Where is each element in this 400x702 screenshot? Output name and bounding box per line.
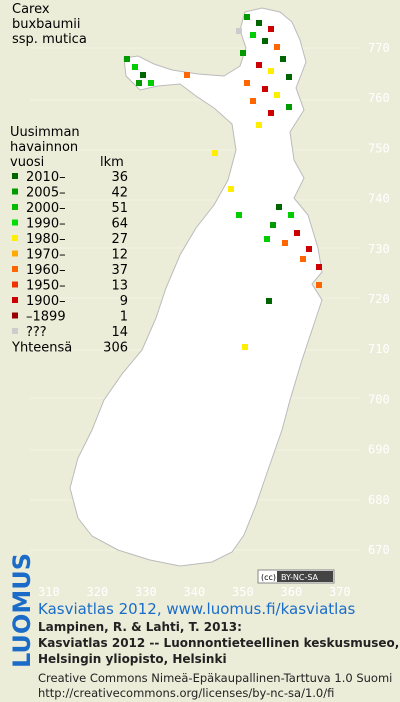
citation: Lampinen, R. & Lahti, T. 2013: bbox=[38, 620, 242, 634]
legend-swatch bbox=[12, 173, 18, 179]
y-label: 740 bbox=[368, 192, 390, 206]
y-label: 670 bbox=[368, 543, 390, 557]
legend-swatch bbox=[12, 312, 18, 319]
observation-squares bbox=[124, 14, 322, 350]
legend-label: –1899 bbox=[26, 310, 66, 325]
legend-label: 2010– bbox=[26, 170, 66, 185]
title-line: Carex bbox=[12, 2, 50, 17]
logo: LUOMUS bbox=[8, 553, 36, 668]
legend-label: 1950– bbox=[26, 279, 66, 294]
legend-swatch bbox=[12, 266, 18, 272]
y-label: 750 bbox=[368, 141, 390, 155]
x-label: 360 bbox=[281, 585, 303, 599]
citation: Helsingin yliopisto, Helsinki bbox=[38, 652, 227, 666]
legend-swatch bbox=[12, 235, 18, 241]
legend-label: 1960– bbox=[26, 263, 66, 278]
legend-swatch bbox=[12, 250, 18, 257]
legend-swatch bbox=[12, 204, 18, 210]
y-label: 720 bbox=[368, 292, 390, 306]
legend-heading: havainnon bbox=[10, 140, 78, 155]
y-label: 700 bbox=[368, 392, 390, 406]
footer-link[interactable]: Kasviatlas 2012, www.luomus.fi/kasviatla… bbox=[38, 600, 356, 618]
legend-label: ??? bbox=[26, 325, 47, 340]
legend-label: 1970– bbox=[26, 248, 66, 263]
legend-total: 306 bbox=[103, 341, 128, 356]
x-label: 370 bbox=[329, 585, 351, 599]
legend-label: 2005– bbox=[26, 186, 66, 201]
legend-count: 36 bbox=[111, 170, 128, 185]
legend-count: 9 bbox=[120, 294, 128, 309]
x-label: 340 bbox=[184, 585, 206, 599]
legend-column: lkm bbox=[100, 155, 124, 170]
legend-swatch bbox=[12, 328, 18, 334]
legend-count: 51 bbox=[111, 201, 128, 216]
y-label: 760 bbox=[368, 91, 390, 105]
legend-heading: Uusimman bbox=[10, 125, 80, 140]
legend-count: 12 bbox=[111, 248, 128, 263]
legend-count: 13 bbox=[111, 279, 128, 294]
legend-label: 2000– bbox=[26, 201, 66, 216]
citation: Kasviatlas 2012 -- Luonnontieteellinen k… bbox=[38, 636, 399, 650]
y-label: 730 bbox=[368, 242, 390, 256]
legend-count: 1 bbox=[120, 310, 128, 325]
badge-dark bbox=[277, 571, 333, 582]
legend-total-label: Yhteensä bbox=[11, 341, 72, 356]
title-line: buxbaumii bbox=[12, 17, 81, 32]
legend-count: 64 bbox=[111, 217, 128, 232]
license: http://creativecommons.org/licenses/by-n… bbox=[38, 686, 334, 700]
legend: Uusimman havainnon vuosi lkm 2010– 36 2005… bbox=[10, 125, 128, 356]
x-axis-labels: 310 320 330 340 350 360 370 bbox=[38, 585, 351, 599]
y-axis-labels: 770 760 750 740 730 720 710 700 690 680 670 bbox=[368, 41, 390, 557]
y-label: 690 bbox=[368, 443, 390, 457]
x-label: 350 bbox=[232, 585, 254, 599]
legend-count: 42 bbox=[111, 186, 128, 201]
x-label: 330 bbox=[135, 585, 157, 599]
legend-count: 14 bbox=[111, 325, 128, 340]
y-label: 770 bbox=[368, 41, 390, 55]
finland-outline bbox=[69, 7, 323, 567]
badge-cc: (cc) bbox=[261, 573, 276, 582]
x-label: 320 bbox=[87, 585, 109, 599]
legend-label: 1980– bbox=[26, 232, 66, 247]
legend-column: vuosi bbox=[10, 155, 44, 170]
legend-swatch bbox=[12, 219, 18, 226]
license: Creative Commons Nimeä-Epäkaupallinen-Ta… bbox=[38, 671, 392, 685]
legend-label: 1900– bbox=[26, 294, 66, 309]
y-label: 710 bbox=[368, 342, 390, 356]
license-badge: (cc) BY-NC-SA bbox=[257, 569, 335, 584]
x-label: 310 bbox=[38, 585, 60, 599]
map-labels: Carex buxbaumii ssp. mutica bbox=[12, 2, 87, 47]
legend-swatch bbox=[12, 188, 18, 195]
legend-label: 1990– bbox=[26, 217, 66, 232]
badge-text: BY-NC-SA bbox=[281, 573, 319, 582]
title-line: ssp. mutica bbox=[12, 32, 87, 47]
legend-count: 27 bbox=[111, 232, 128, 247]
legend-swatch bbox=[12, 281, 18, 288]
legend-count: 37 bbox=[111, 263, 128, 278]
y-label: 680 bbox=[368, 493, 390, 507]
legend-swatch bbox=[12, 297, 18, 303]
